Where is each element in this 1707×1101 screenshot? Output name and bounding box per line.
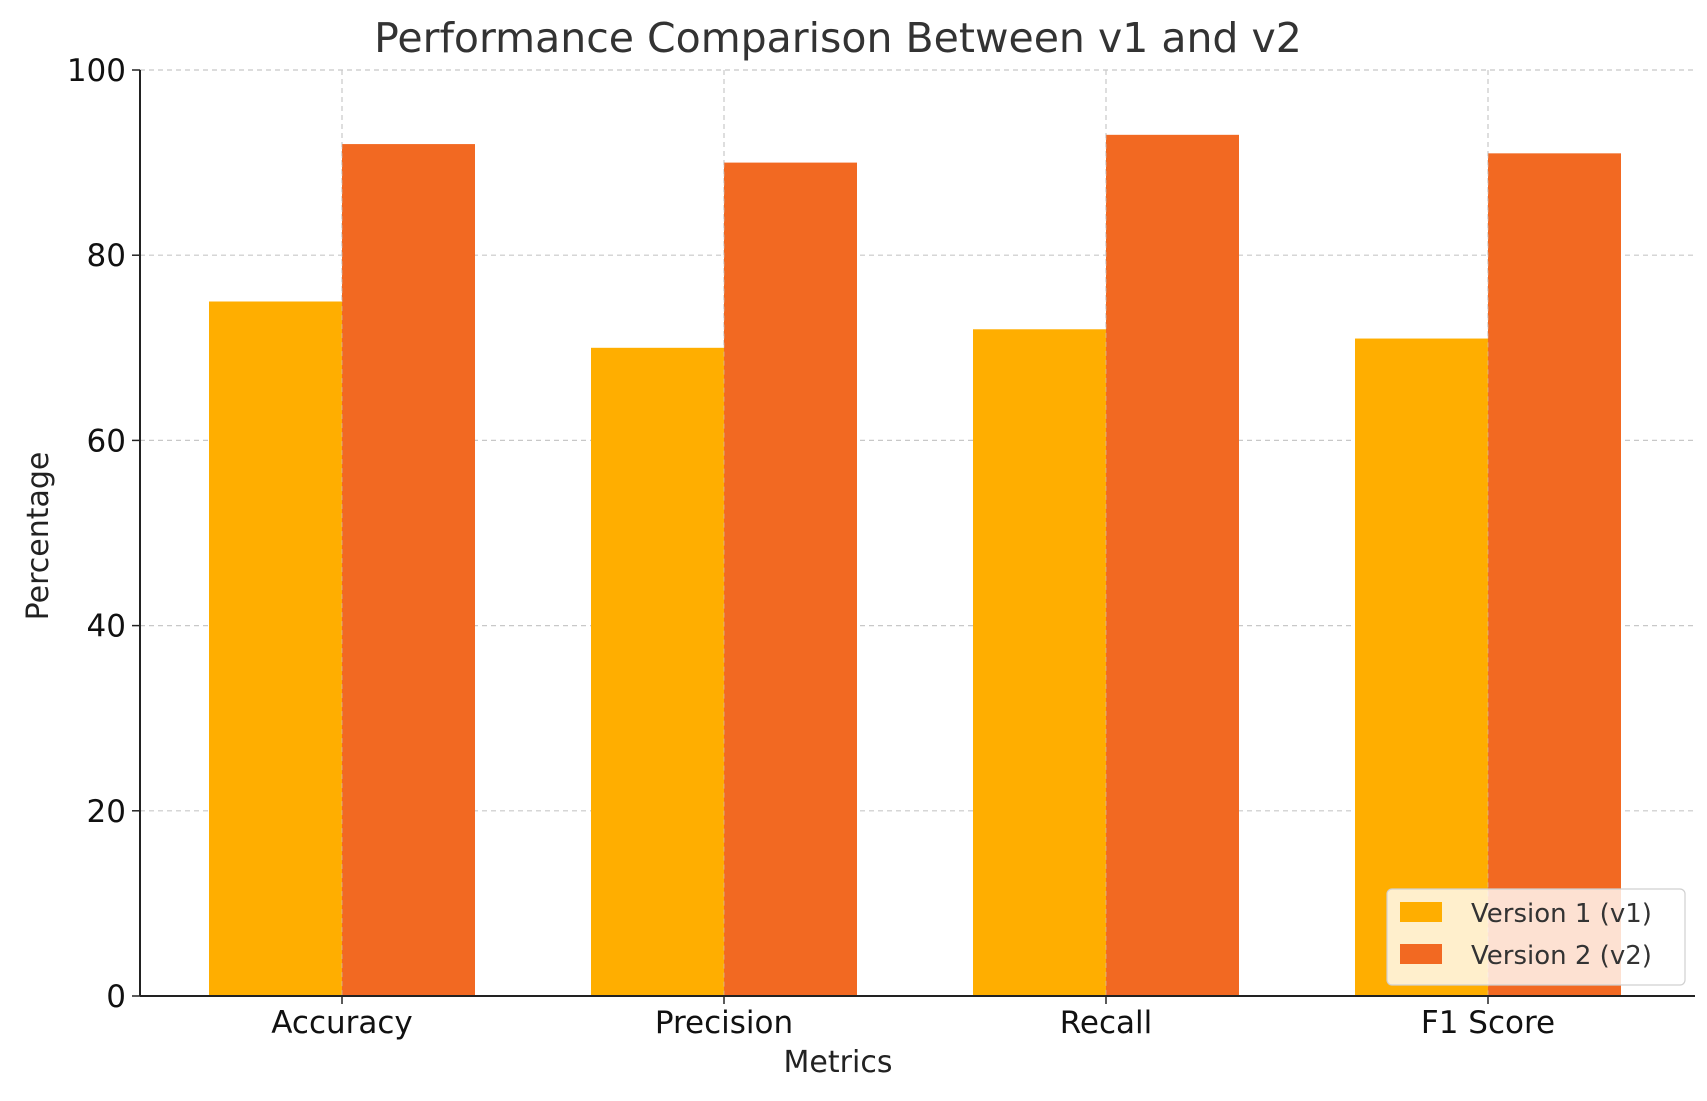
axes — [132, 69, 1695, 1004]
chart-title: Performance Comparison Between v1 and v2 — [374, 14, 1302, 62]
legend-label: Version 2 (v2) — [1471, 941, 1652, 971]
bar-v2 — [724, 162, 857, 997]
bar-v1 — [973, 329, 1106, 996]
y-tick-label: 20 — [87, 794, 126, 830]
x-tick-label: F1 Score — [1421, 1005, 1555, 1041]
x-tick-labels: Accuracy Precision Recall F1 Score — [271, 1005, 1555, 1041]
bar-v2 — [1488, 153, 1621, 997]
legend-swatch — [1400, 902, 1442, 922]
legend: Version 1 (v1) Version 2 (v2) — [1386, 888, 1686, 986]
x-tick-label: Recall — [1060, 1005, 1153, 1041]
x-tick-label: Accuracy — [271, 1005, 413, 1041]
x-tick-label: Precision — [655, 1005, 793, 1041]
bar-v1 — [1355, 338, 1488, 996]
bar-v1 — [591, 347, 724, 996]
x-axis-label: Metrics — [784, 1045, 893, 1080]
legend-box — [1386, 888, 1686, 986]
y-tick-label: 60 — [87, 423, 126, 459]
bar-v2 — [1106, 134, 1239, 996]
bar-v2 — [342, 144, 475, 996]
y-tick-label: 80 — [87, 238, 126, 274]
y-tick-label: 0 — [106, 979, 126, 1015]
legend-label: Version 1 (v1) — [1471, 899, 1652, 929]
legend-swatch — [1400, 944, 1442, 964]
y-tick-labels: 0 20 40 60 80 100 — [67, 53, 126, 1015]
bar-v1 — [209, 301, 342, 996]
y-tick-label: 40 — [87, 609, 126, 645]
y-axis-label: Percentage — [21, 452, 56, 621]
bars — [209, 134, 1621, 997]
y-tick-label: 100 — [67, 53, 126, 89]
